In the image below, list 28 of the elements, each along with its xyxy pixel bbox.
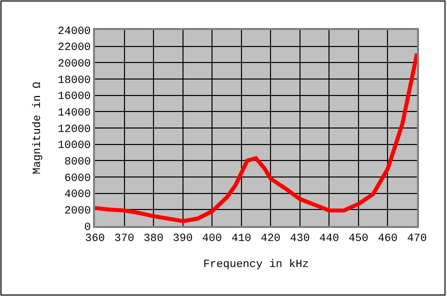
y-axis-title: Magnitude in Ω — [32, 81, 44, 174]
x-tick-label: 400 — [202, 233, 222, 246]
y-tick-label: 20000 — [58, 58, 91, 71]
x-tick-label: 360 — [85, 233, 105, 246]
x-tick-label: 370 — [114, 233, 134, 246]
y-tick-label: 24000 — [58, 26, 91, 38]
x-tick-label: 470 — [407, 233, 427, 246]
x-tick-label: 420 — [260, 233, 281, 246]
y-tick-label: 6000 — [64, 172, 91, 185]
y-tick-label: 16000 — [58, 91, 91, 104]
y-tick-label: 22000 — [58, 42, 91, 54]
line-series — [95, 52, 417, 224]
y-tick-label: 8000 — [64, 156, 91, 169]
x-tick-label: 390 — [172, 233, 193, 246]
x-tick-label: 450 — [348, 233, 368, 246]
y-tick-label: 14000 — [58, 108, 91, 120]
x-axis-title: Frequency in kHz — [203, 258, 309, 271]
y-tick-label: 2000 — [64, 206, 91, 218]
x-tick-label: 440 — [319, 233, 340, 246]
y-tick-label: 4000 — [64, 189, 91, 202]
y-tick-label: 10000 — [58, 140, 91, 152]
x-tick-label: 460 — [378, 233, 398, 246]
y-tick-label: 18000 — [58, 74, 91, 87]
x-tick-label: 410 — [231, 233, 252, 246]
y-tick-label: 12000 — [58, 124, 91, 136]
x-tick-label: 380 — [144, 233, 164, 246]
x-tick-label: 430 — [290, 233, 310, 246]
y-tick-label: 0 — [84, 222, 91, 234]
